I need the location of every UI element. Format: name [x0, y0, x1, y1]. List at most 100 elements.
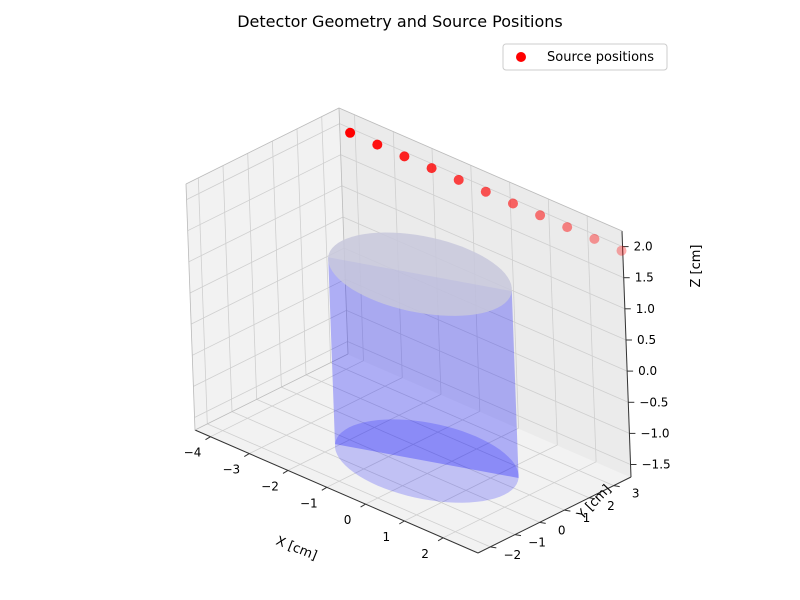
y-tick [539, 521, 546, 524]
x-tick-label: 1 [382, 530, 390, 544]
source-point [345, 127, 356, 138]
source-point [589, 233, 600, 244]
grid-line-z [341, 185, 625, 310]
pane-edge [338, 107, 623, 232]
source-point [372, 139, 383, 150]
grid-line-x [287, 394, 442, 471]
source-point [535, 210, 546, 221]
grid-line-y [330, 362, 614, 486]
x-tick [437, 537, 444, 542]
grid-line-z [346, 310, 630, 434]
y-tick-label: −1 [528, 536, 546, 550]
legend-frame [502, 43, 668, 71]
z-tick-label: −1.0 [640, 426, 669, 440]
x-tick-label: −3 [222, 463, 240, 477]
grid-line-z [193, 310, 347, 387]
x-tick [244, 453, 250, 458]
x-tick-label: −1 [300, 496, 318, 510]
axis-lines [185, 107, 632, 554]
x-tick-label: 2 [421, 547, 429, 561]
detector-top-cap [328, 232, 512, 316]
y-tick-label: 3 [632, 487, 640, 501]
pane-edge [338, 107, 349, 355]
y-tick [588, 497, 596, 500]
grid-line-y [305, 374, 590, 499]
legend: Source positions [502, 43, 668, 71]
grid-line-y [207, 423, 491, 548]
grid-line-x [404, 444, 558, 522]
grid-line-x [586, 215, 597, 462]
detector-bottom-cap [335, 419, 519, 503]
grid-line-y [222, 165, 233, 412]
pane-edge [185, 183, 196, 431]
source-point [562, 222, 573, 233]
grid-line-y [197, 177, 208, 424]
x-axis-line [194, 429, 479, 554]
x-tick-label: −4 [184, 446, 202, 460]
source-points [345, 127, 627, 256]
z-axis-line [621, 230, 632, 478]
z-tick-label: −1.5 [642, 458, 671, 472]
x-tick-label: −2 [261, 479, 279, 493]
y-tick-label: 1 [583, 511, 591, 525]
grid-line-x [547, 198, 558, 446]
source-point [616, 245, 627, 256]
y-tick [613, 485, 620, 488]
grid-line-z [192, 278, 346, 356]
source-point [399, 151, 410, 162]
pane-edge [185, 107, 340, 185]
grid-line-x [365, 427, 519, 505]
x-tick [360, 503, 366, 508]
source-point [480, 186, 491, 197]
x-axis-label: X [cm] [274, 534, 319, 564]
grid-line-z [189, 216, 344, 294]
grid-line-x [210, 360, 364, 438]
grid-line-y [247, 153, 258, 400]
grid-line-x [326, 410, 480, 488]
grid-line-y [256, 399, 540, 523]
grid-line-y [272, 141, 282, 388]
grid-line-x [249, 377, 403, 454]
x-tick [205, 436, 211, 441]
z-tick-label: −0.5 [639, 395, 668, 409]
grid-line-z [186, 123, 340, 200]
grid-line-x [442, 461, 597, 539]
z-tick-label: 0.0 [638, 364, 657, 378]
grid-line-x [509, 182, 519, 429]
tick-marks: −4 −3 −2 −1 0 1 2 −2 −1 0 1 2 3 −1.5 −1.0 −0.5 0.0 0.5 1.0… [184, 240, 671, 562]
z-tick-label: 1.0 [636, 302, 655, 316]
z-axis-label: Z [cm] [689, 245, 704, 288]
legend-entry: Source positions [547, 50, 654, 65]
y-tick-label: 2 [607, 499, 615, 513]
grid-line-y [231, 411, 516, 535]
detector-cylinder [328, 232, 519, 503]
grid-line-y [281, 386, 565, 511]
grid-line-z [188, 185, 342, 263]
grid-line-y [321, 116, 332, 363]
y-tick-label: 0 [558, 523, 566, 537]
y-tick [514, 534, 522, 537]
grid-line-z [340, 154, 624, 279]
y-tick-label: −2 [503, 548, 521, 562]
grid-line-z [190, 247, 345, 325]
grid-line-z [187, 154, 341, 232]
y-tick [564, 509, 571, 512]
grid-line-z [347, 341, 631, 465]
source-point [453, 174, 464, 185]
chart-title: Detector Geometry and Source Positions [237, 12, 563, 31]
z-tick-label: 1.5 [635, 271, 654, 285]
grid-line-z [339, 123, 623, 247]
source-point [426, 163, 437, 174]
x-tick [282, 469, 289, 474]
pane-edge [194, 353, 349, 431]
y-tick [490, 546, 497, 549]
x-tick-label: 0 [344, 513, 352, 527]
z-tick-label: 2.0 [634, 240, 653, 254]
x-tick [321, 486, 328, 491]
source-point [508, 198, 518, 209]
grid-line-y [296, 128, 307, 375]
x-tick [399, 520, 405, 525]
grid-line-z [194, 341, 348, 418]
y-axis-line [477, 476, 632, 554]
